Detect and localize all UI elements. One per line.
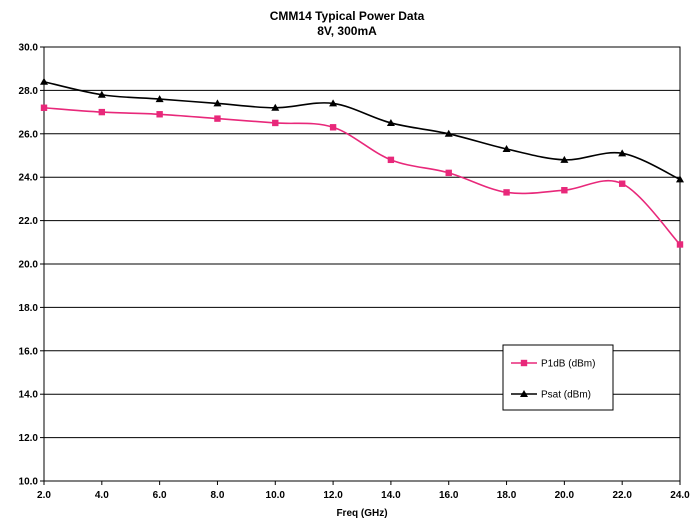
x-tick-label: 22.0	[612, 490, 632, 501]
x-tick-label: 2.0	[37, 490, 51, 501]
y-tick-label: 18.0	[19, 303, 39, 314]
data-point	[98, 108, 106, 116]
data-point	[155, 95, 164, 103]
data-point	[676, 175, 684, 183]
x-tick-label: 20.0	[555, 490, 575, 501]
data-point	[618, 149, 627, 157]
data-point	[387, 156, 395, 164]
data-point	[40, 104, 48, 111]
y-tick-label: 10.0	[19, 477, 39, 488]
y-tick-label: 12.0	[19, 433, 39, 444]
y-tick-label: 30.0	[19, 43, 39, 54]
legend: P1dB (dBm) Psat (dBm)	[502, 344, 614, 411]
chart-subtitle: 8V, 300mA	[317, 24, 377, 38]
data-point	[329, 124, 337, 131]
data-point	[503, 189, 510, 196]
x-tick-label: 16.0	[439, 490, 459, 501]
data-point	[561, 187, 568, 194]
x-tick-label: 24.0	[670, 490, 690, 501]
data-point	[213, 99, 222, 107]
data-point	[386, 118, 395, 126]
x-tick-label: 8.0	[211, 490, 225, 501]
x-tick-label: 12.0	[323, 490, 343, 501]
data-point	[214, 115, 221, 122]
y-tick-label: 26.0	[19, 129, 39, 140]
data-point	[329, 99, 338, 107]
y-tick-label: 24.0	[19, 173, 39, 184]
data-point	[618, 180, 626, 187]
legend-label: P1dB (dBm)	[541, 359, 595, 370]
data-point	[156, 111, 163, 118]
data-point	[271, 103, 280, 111]
y-tick-label: 16.0	[19, 346, 39, 357]
legend-marker	[520, 359, 528, 367]
series	[40, 77, 684, 248]
series-line	[43, 80, 681, 181]
data-point	[40, 77, 48, 85]
x-tick-label: 10.0	[266, 490, 286, 501]
data-point	[445, 169, 452, 177]
data-point	[676, 241, 684, 248]
chart-title: CMM14 Typical Power Data	[269, 9, 425, 23]
y-tick-label: 14.0	[19, 390, 39, 401]
data-point	[560, 155, 569, 163]
x-axis-title: Freq (GHz)	[336, 508, 387, 519]
x-tick-label: 14.0	[381, 490, 401, 501]
x-tick-label: 4.0	[95, 490, 109, 501]
data-point	[444, 129, 453, 137]
data-point	[502, 144, 511, 152]
series-psat	[40, 77, 684, 183]
x-tick-label: 18.0	[497, 490, 517, 501]
y-tick-label: 22.0	[19, 216, 39, 227]
axes: 10.0 12.0 14.0 16.0 18.0 20.0 22.0 24.0 26.0 28.0…	[19, 43, 691, 502]
series-p1db	[40, 104, 684, 248]
data-point	[97, 90, 106, 98]
x-tick-label: 6.0	[153, 490, 167, 501]
legend-label: Psat (dBm)	[541, 390, 591, 401]
y-tick-label: 20.0	[19, 260, 39, 271]
legend-box	[502, 344, 614, 411]
data-point	[272, 119, 279, 127]
y-tick-label: 28.0	[19, 86, 39, 97]
legend-marker	[520, 390, 528, 397]
series-line	[43, 106, 681, 246]
